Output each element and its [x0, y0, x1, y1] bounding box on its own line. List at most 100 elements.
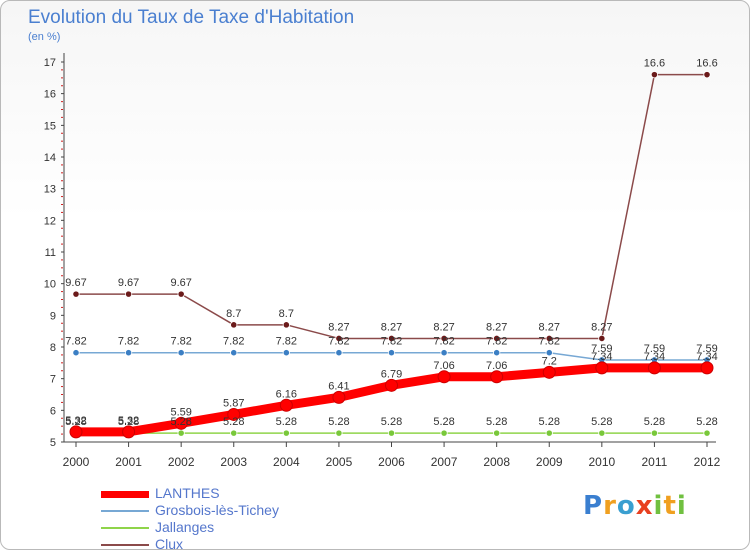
data-label: 6.79 — [381, 368, 402, 380]
data-point — [545, 349, 553, 357]
data-label: 8.27 — [328, 321, 349, 333]
data-label: 5.28 — [696, 416, 717, 428]
x-tick-label: 2007 — [431, 455, 458, 469]
data-point — [493, 429, 501, 437]
data-label: 7.59 — [591, 343, 612, 355]
proxiti-logo: Proxiti — [583, 491, 687, 521]
data-point — [335, 349, 343, 357]
data-label: 5.59 — [170, 406, 191, 418]
data-label: 7.82 — [381, 336, 402, 348]
data-point — [335, 334, 343, 343]
data-label: 7.82 — [223, 336, 244, 348]
data-point — [542, 365, 556, 379]
data-label: 5.28 — [118, 416, 139, 428]
y-tick-label: 5 — [50, 437, 56, 449]
x-tick-label: 2010 — [588, 455, 615, 469]
data-label: 7.82 — [328, 336, 349, 348]
data-point — [595, 361, 609, 375]
data-label: 7.34 — [591, 351, 612, 363]
data-point — [440, 349, 448, 357]
logo-letter: r — [603, 491, 617, 521]
data-point — [69, 425, 83, 439]
data-label: 8.27 — [433, 321, 454, 333]
x-tick-label: 2006 — [378, 455, 405, 469]
data-label: 7.06 — [433, 360, 454, 372]
data-point — [72, 290, 80, 298]
data-label: 16.6 — [644, 58, 665, 70]
data-label: 8.7 — [279, 308, 294, 320]
data-point — [230, 349, 238, 357]
x-tick-label: 2001 — [115, 455, 142, 469]
y-tick-label: 11 — [45, 247, 56, 259]
legend-label: LANTHES — [155, 485, 220, 501]
data-point — [282, 321, 290, 329]
data-label: 8.27 — [591, 321, 612, 333]
data-label: 9.67 — [65, 277, 86, 289]
data-point — [703, 429, 711, 437]
data-point — [493, 334, 501, 343]
data-label: 7.34 — [696, 351, 717, 363]
data-label: 5.28 — [328, 416, 349, 428]
data-label: 7.82 — [65, 336, 86, 348]
data-label: 6.41 — [328, 380, 349, 392]
x-tick-label: 2002 — [168, 455, 195, 469]
y-tick-label: 7 — [50, 374, 56, 386]
data-point — [437, 370, 451, 384]
data-label: 16.6 — [696, 58, 717, 70]
legend-swatch — [101, 544, 149, 546]
data-point — [227, 407, 241, 421]
y-tick-label: 8 — [50, 342, 56, 354]
y-tick-label: 16 — [44, 89, 56, 101]
data-label: 9.67 — [118, 277, 139, 289]
data-label: 9.67 — [170, 277, 191, 289]
data-label: 5.28 — [539, 416, 560, 428]
logo-letter: i — [676, 491, 687, 521]
data-point — [387, 334, 396, 343]
data-point — [335, 429, 343, 437]
data-point — [598, 429, 606, 437]
data-label: 6.16 — [276, 388, 297, 400]
y-tick-label: 14 — [44, 152, 56, 164]
logo-letter: o — [616, 491, 636, 521]
data-point — [387, 349, 396, 357]
data-point — [177, 290, 185, 298]
data-point — [230, 429, 238, 437]
data-label: 8.27 — [381, 321, 402, 333]
y-tick-label: 15 — [44, 120, 56, 132]
data-point — [72, 349, 80, 357]
data-label: 7.06 — [486, 360, 507, 372]
data-label: 8.7 — [226, 308, 241, 320]
data-point — [545, 429, 553, 437]
legend-swatch — [101, 510, 149, 512]
data-point — [177, 429, 185, 437]
data-point — [124, 349, 133, 357]
x-tick-label: 2004 — [273, 455, 300, 469]
data-point — [174, 416, 188, 430]
data-label: 7.82 — [170, 336, 191, 348]
data-point — [700, 361, 714, 375]
data-label: 5.28 — [433, 416, 454, 428]
logo-letter: i — [653, 491, 664, 521]
data-label: 8.27 — [539, 321, 560, 333]
data-label: 7.82 — [539, 336, 560, 348]
legend-label: Grosbois-lès-Tichey — [155, 502, 279, 518]
data-label: 7.82 — [276, 336, 297, 348]
series-line-Clux — [75, 73, 708, 340]
x-tick-label: 2005 — [326, 455, 353, 469]
data-point — [493, 349, 501, 357]
data-point — [282, 349, 290, 357]
data-point — [647, 361, 661, 375]
data-point — [124, 290, 133, 298]
data-label: 5.28 — [65, 416, 86, 428]
data-label: 5.28 — [381, 416, 402, 428]
data-point — [545, 334, 553, 343]
logo-letter: P — [583, 491, 604, 521]
data-label: 7.59 — [696, 343, 717, 355]
data-label: 5.28 — [276, 416, 297, 428]
data-label: 7.82 — [118, 336, 139, 348]
x-tick-label: 2008 — [483, 455, 510, 469]
y-tick-label: 12 — [44, 215, 56, 227]
data-label: 5.87 — [223, 397, 244, 409]
data-label: 7.59 — [644, 343, 665, 355]
